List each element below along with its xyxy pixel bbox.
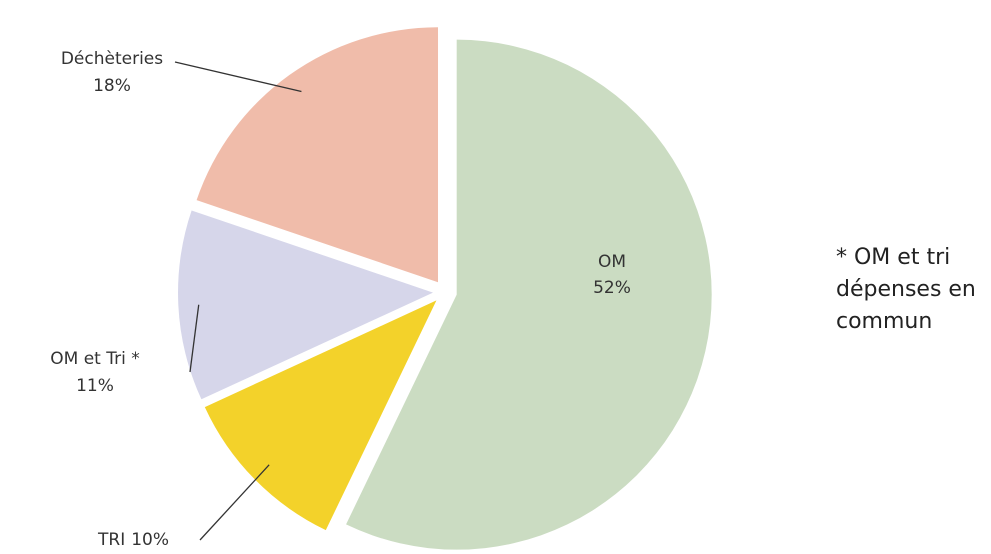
- slice-label: OM et Tri *: [50, 349, 139, 369]
- leader-line: [189, 304, 200, 373]
- pie-slice: [178, 210, 434, 400]
- slice-value-label: 10%: [131, 530, 169, 550]
- slice-value-label: 52%: [593, 278, 631, 298]
- note: * OM et tri dépenses en commun: [836, 245, 976, 334]
- pie-slice: [196, 27, 439, 283]
- slice-value-label: 11%: [76, 376, 114, 396]
- slice-label: TRI: [97, 530, 125, 550]
- leader-line: [199, 464, 270, 541]
- slice-label: OM: [598, 252, 626, 272]
- leader-line: [174, 61, 302, 93]
- note-line: dépenses en: [836, 277, 976, 302]
- slice-label: Déchèteries: [61, 49, 163, 69]
- pie-slice: [346, 39, 712, 550]
- note-line: * OM et tri: [836, 245, 950, 270]
- slice-value-label: 18%: [93, 76, 131, 96]
- note-line: commun: [836, 309, 932, 334]
